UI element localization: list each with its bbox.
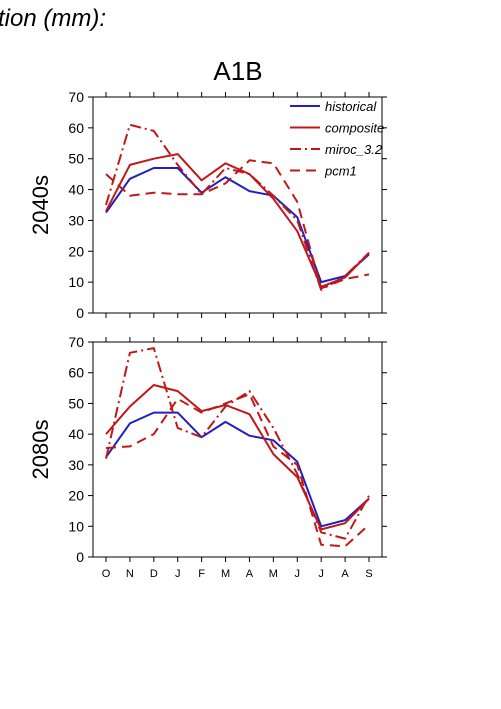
legend-entry: miroc_3.2 — [325, 142, 383, 157]
y-tick-label: 70 — [68, 334, 84, 350]
legend-entry: pcm1 — [324, 164, 357, 179]
x-tick-label: S — [365, 568, 372, 580]
x-tick-label: A — [341, 568, 349, 580]
scenario-title: A1B — [213, 56, 262, 86]
y-tick-label: 20 — [68, 488, 84, 504]
plot-frame — [92, 341, 383, 558]
y-tick-label: 60 — [68, 365, 84, 381]
x-tick-label: D — [150, 568, 158, 580]
legend-entry: historical — [325, 99, 377, 114]
y-tick-label: 60 — [68, 120, 84, 136]
y-tick-label: 50 — [68, 395, 84, 411]
x-tick-label: J — [295, 568, 301, 580]
y-tick-label: 30 — [68, 212, 84, 228]
x-tick-label: O — [102, 568, 111, 580]
panel-label: 2040s — [28, 175, 53, 235]
series-line-pcm1 — [105, 159, 370, 290]
x-tick-label: N — [126, 568, 134, 580]
y-tick-label: 0 — [76, 305, 84, 321]
panel-label: 2080s — [28, 420, 53, 480]
series-line-miroc-3-2 — [105, 347, 370, 540]
chart-panel-2040s: 0 10 20 30 40 50 60 70 2040s historical composite m… — [28, 89, 387, 321]
legend-entry: composite — [325, 121, 384, 136]
y-tick-label: 20 — [68, 243, 84, 259]
figure-title-fragment: tion (mm): — [0, 5, 106, 32]
y-tick-label: 10 — [68, 274, 84, 290]
y-tick-label: 10 — [68, 518, 84, 534]
plot-frame — [92, 96, 383, 314]
y-tick-label: 50 — [68, 151, 84, 167]
y-tick-label: 70 — [68, 89, 84, 105]
y-tick-label: 0 — [76, 549, 84, 565]
x-tick-label: F — [198, 568, 205, 580]
x-tick-label: J — [318, 568, 324, 580]
series-line-historical — [105, 411, 370, 528]
series-line-composite — [105, 384, 370, 531]
y-tick-label: 30 — [68, 457, 84, 473]
chart-panel-2080s: 0 10 20 30 40 50 60 70 O N D J F M A M J J A S 2080s — [28, 334, 387, 580]
y-tick-label: 40 — [68, 182, 84, 198]
x-tick-label: M — [269, 568, 278, 580]
series-line-historical — [105, 167, 370, 284]
y-tick-label: 40 — [68, 426, 84, 442]
x-tick-label: J — [175, 568, 181, 580]
series-line-composite — [105, 153, 370, 288]
x-tick-label: M — [221, 568, 230, 580]
x-tick-label: A — [246, 568, 254, 580]
